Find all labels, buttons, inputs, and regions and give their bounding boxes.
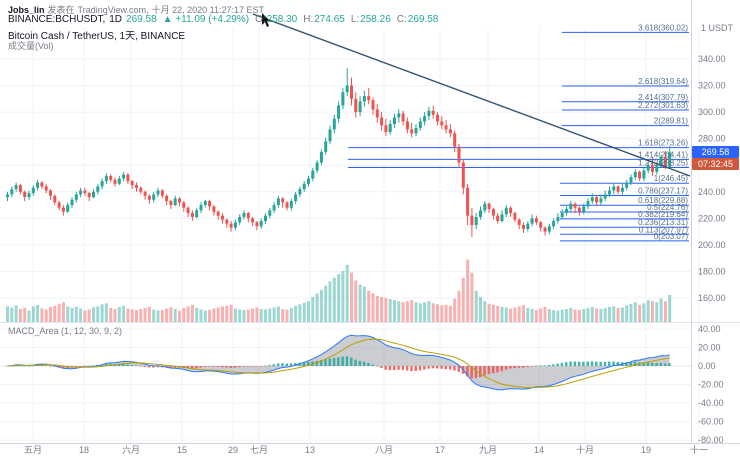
svg-text:七月: 七月 [250,445,268,455]
svg-text:0.618(229.88): 0.618(229.88) [638,196,688,205]
svg-text:220.00: 220.00 [698,213,726,223]
svg-text:180.00: 180.00 [698,266,726,276]
attribution-verb: 发表在 [47,5,75,15]
svg-text:40.00: 40.00 [698,324,721,334]
low-label: L: [350,14,360,25]
attribution-date: 十月 22, 2020 11:27:17 EST [151,5,264,15]
bar-countdown-badge: 07:32:45 [692,158,739,170]
macd-indicator-label: MACD_Area (1, 12, 30, 9, 2) [8,326,123,336]
svg-text:1.414(264.41): 1.414(264.41) [638,150,688,159]
attribution-line: Jobs_lin 发表在 TradingView.com, 十月 22, 2020 1… [8,3,267,16]
close-value: 269.58 [407,14,439,25]
chart-title: Bitcoin Cash / TetherUS, 1天, BINANCE [8,31,186,42]
svg-text:2(289.81): 2(289.81) [654,117,689,126]
open-label: O: [255,14,266,25]
svg-text:2.414(307.79): 2.414(307.79) [638,93,688,102]
svg-text:十一: 十一 [690,444,708,455]
volume-indicator-label: 成交量(Vol) [8,41,54,51]
svg-text:14: 14 [534,445,544,455]
svg-text:160.00: 160.00 [698,293,726,303]
svg-text:300.00: 300.00 [698,107,726,117]
svg-text:13: 13 [305,445,315,455]
svg-text:八月: 八月 [375,445,393,455]
svg-text:200.00: 200.00 [698,240,726,250]
svg-text:1(246.45): 1(246.45) [654,174,689,183]
svg-text:2.618(319.64): 2.618(319.64) [638,77,688,86]
svg-text:-20.00: -20.00 [698,380,724,390]
svg-text:18: 18 [79,445,89,455]
svg-text:17: 17 [435,445,445,455]
interval-label: 1D [109,14,123,25]
svg-text:19: 19 [641,445,651,455]
svg-text:九月: 九月 [479,445,497,455]
high-label: H: [303,14,314,25]
price-change: ▲ +11.09 (+4.29%) [162,14,250,25]
svg-text:0.786(237.17): 0.786(237.17) [638,187,688,196]
svg-text:0.113(207.97): 0.113(207.97) [639,225,689,234]
svg-text:六月: 六月 [122,444,140,455]
open-value: 258.30 [266,14,298,25]
svg-text:320.00: 320.00 [698,81,726,91]
svg-text:-60.00: -60.00 [698,417,724,427]
svg-text:20.00: 20.00 [698,342,721,352]
svg-text:0(203.07): 0(203.07) [654,232,689,241]
svg-text:五月: 五月 [24,445,42,455]
author-name[interactable]: Jobs_lin [8,5,45,15]
low-value: 258.26 [360,14,391,25]
svg-text:29: 29 [228,445,238,455]
svg-text:2.272(301.63): 2.272(301.63) [638,101,688,110]
svg-text:240.00: 240.00 [698,187,726,197]
attribution-site-link[interactable]: TradingView.com, [77,5,149,15]
symbol-info-line: BINANCE:BCHUSDT, 1D 269.58 ▲ +11.09 (+4.29%… [8,14,444,25]
last-price-badge: 269.58 [692,146,739,158]
cursor-arrow-icon [262,13,270,27]
svg-text:-80.00: -80.00 [698,435,724,445]
price-axis-unit: 1 USDT [701,23,734,33]
svg-text:340.00: 340.00 [698,54,726,64]
svg-text:15: 15 [177,445,187,455]
svg-text:0.382(219.64): 0.382(219.64) [638,210,688,219]
svg-text:1.272(258.25): 1.272(258.25) [638,159,688,168]
svg-text:0.5(224.76): 0.5(224.76) [647,203,688,212]
symbol-name[interactable]: BINANCE:BCHUSDT, [8,14,106,25]
svg-text:-40.00: -40.00 [698,398,724,408]
svg-text:1.618(273.26): 1.618(273.26) [638,139,688,148]
close-label: C: [396,14,407,25]
svg-text:0.236(213.31): 0.236(213.31) [638,218,688,227]
svg-text:0.00: 0.00 [698,361,716,371]
last-price: 269.58 [126,14,157,25]
high-value: 274.65 [314,14,345,25]
svg-text:280.00: 280.00 [698,134,726,144]
svg-text:3.618(360.02): 3.618(360.02) [638,23,688,32]
svg-text:十月: 十月 [576,444,594,455]
